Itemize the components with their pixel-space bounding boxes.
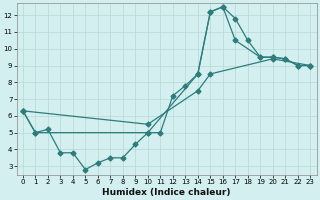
- X-axis label: Humidex (Indice chaleur): Humidex (Indice chaleur): [102, 188, 231, 197]
